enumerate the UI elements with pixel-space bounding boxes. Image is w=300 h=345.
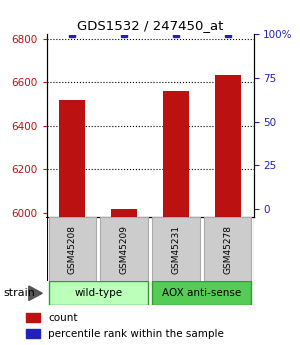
Text: AOX anti-sense: AOX anti-sense xyxy=(162,288,242,298)
Bar xyxy=(26,329,40,338)
Bar xyxy=(59,100,85,217)
Text: strain: strain xyxy=(3,288,35,298)
Text: GSM45231: GSM45231 xyxy=(171,225,180,274)
Bar xyxy=(111,209,137,217)
Bar xyxy=(215,75,241,217)
Bar xyxy=(100,217,148,281)
Text: count: count xyxy=(48,313,78,323)
Bar xyxy=(204,217,251,281)
Text: GSM45208: GSM45208 xyxy=(68,225,77,274)
Polygon shape xyxy=(29,286,42,300)
Bar xyxy=(49,217,96,281)
Bar xyxy=(26,313,40,322)
Title: GDS1532 / 247450_at: GDS1532 / 247450_at xyxy=(77,19,223,32)
Bar xyxy=(152,217,200,281)
Bar xyxy=(152,281,251,305)
Bar xyxy=(163,91,189,217)
Text: GSM45278: GSM45278 xyxy=(223,225,232,274)
Text: percentile rank within the sample: percentile rank within the sample xyxy=(48,329,224,339)
Text: wild-type: wild-type xyxy=(74,288,122,298)
Bar xyxy=(49,281,148,305)
Text: GSM45209: GSM45209 xyxy=(120,225,129,274)
